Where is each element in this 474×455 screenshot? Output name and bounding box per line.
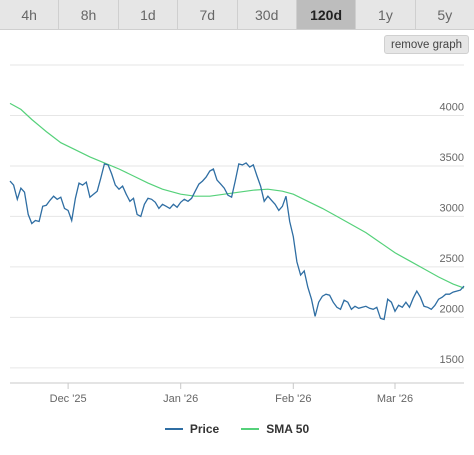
x-tick-label: Feb '26 <box>275 393 311 405</box>
tab-4h[interactable]: 4h <box>0 0 60 29</box>
x-axis-ticks: Dec '25 Jan '26 Feb '26 Mar '26 <box>50 383 413 405</box>
tab-7d[interactable]: 7d <box>178 0 238 29</box>
tab-8h[interactable]: 8h <box>59 0 119 29</box>
legend-label-sma-50: SMA 50 <box>266 422 310 436</box>
tab-label: 30d <box>255 6 279 23</box>
y-tick-label: 1500 <box>440 354 464 366</box>
x-tick-label: Jan '26 <box>163 393 198 405</box>
price-chart: 1500 2000 2500 3000 3500 4000 Dec '25 Jan '26 F… <box>9 64 465 405</box>
tab-1y[interactable]: 1y <box>356 0 416 29</box>
time-range-tabs: 4h 8h 1d 7d 30d 120d 1y 5y <box>0 0 474 30</box>
y-tick-label: 2000 <box>440 303 464 315</box>
tab-label: 5y <box>437 6 453 23</box>
tab-label: 4h <box>21 6 37 23</box>
tab-label: 1d <box>140 6 156 23</box>
legend-label-price: Price <box>189 422 220 436</box>
y-tick-label: 4000 <box>440 101 464 113</box>
tab-label: 8h <box>80 6 97 23</box>
chart-legend: Price SMA 50 <box>0 420 474 438</box>
y-tick-label: 2500 <box>440 253 464 265</box>
legend-item-price[interactable]: Price <box>164 422 220 436</box>
chart-grid <box>10 64 464 369</box>
tab-1d[interactable]: 1d <box>119 0 179 29</box>
series-line-sma-50 <box>9 102 465 289</box>
remove-graph-button[interactable]: remove graph <box>384 35 469 54</box>
x-tick-label: Mar '26 <box>377 393 413 405</box>
legend-swatch-price <box>164 428 183 430</box>
tab-label: 120d <box>310 6 343 23</box>
tab-5y[interactable]: 5y <box>416 0 474 29</box>
legend-item-sma-50[interactable]: SMA 50 <box>241 422 309 436</box>
tab-30d[interactable]: 30d <box>238 0 297 29</box>
x-tick-label: Dec '25 <box>50 393 87 405</box>
tab-label: 7d <box>199 6 216 23</box>
tab-label: 1y <box>378 6 393 23</box>
y-tick-label: 3000 <box>440 202 464 214</box>
legend-swatch-sma-50 <box>241 428 260 430</box>
y-axis-ticks: 1500 2000 2500 3000 3500 4000 <box>440 101 464 365</box>
y-tick-label: 3500 <box>440 152 464 164</box>
series-line-price <box>9 162 465 321</box>
tab-120d[interactable]: 120d <box>296 0 357 29</box>
